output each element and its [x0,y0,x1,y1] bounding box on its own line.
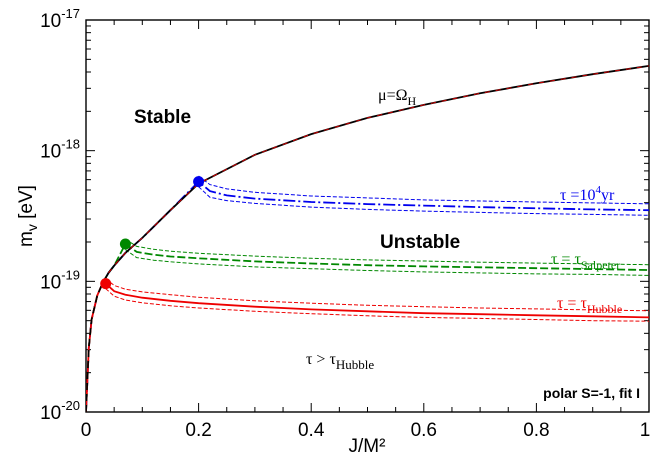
series-band-upper [125,238,649,266]
y-tick-label-base: 10 [40,11,61,32]
series-band-upper [198,175,649,205]
x-tick-labels: 0 0.2 0.4 0.6 0.8 1 [81,420,651,441]
below-hubble-label: τ > τHubble [306,351,374,372]
series-band-lower [125,249,649,276]
below-hubble-label-sub: Hubble [336,357,375,372]
series-label-salpeter-sub: Salpeter [581,258,620,272]
series-label-salpeter-main: τ = τ [551,251,581,268]
series-label-hubble: τ = τHubble [557,295,622,316]
series-label-hubble-main: τ = τ [557,295,587,312]
series-band-upper [105,278,649,312]
x-tick-label: 0.6 [411,420,437,441]
series-band-lower [105,288,649,322]
x-tick-label: 0.8 [523,420,549,441]
y-tick-label-base: 10 [40,403,61,424]
unstable-label: Unstable [380,232,460,253]
fit-label: polar S=-1, fit I [543,385,640,401]
series-label-1e4yr-tail: yr [601,187,615,204]
y-tick-label-base: 10 [40,142,61,163]
boundary-label-sub: H [408,94,417,108]
boundary-label-main: μ=Ω [378,87,408,104]
y-tick-label: 10-19 [40,267,80,293]
y-tick-label-exp: -17 [61,6,80,21]
x-tick-label: 0.4 [298,420,325,441]
x-tick-label: 1 [640,420,651,441]
series-marker [119,238,131,250]
series-label-salpeter: τ = τSalpeter [551,251,620,272]
y-tick-label: 10-20 [40,398,80,424]
series-line [86,242,649,412]
series-marker [100,278,112,290]
series-line [86,281,649,412]
series-label-1e4yr: τ =104yr [560,184,615,204]
series-label-1e4yr-sup: 4 [595,184,601,196]
series-label-hubble-sub: Hubble [587,302,622,316]
y-tick-label-base: 10 [40,272,61,293]
boundary-overlay [102,65,649,283]
y-axis-label-sub: v [24,224,40,231]
x-tick-label: 0 [81,420,92,441]
y-tick-label: 10-17 [40,6,80,32]
series-label-1e4yr-main: τ =10 [560,187,595,204]
x-tick-label: 0.2 [185,420,211,441]
y-tick-label-exp: -20 [61,398,80,413]
y-axis-label: mv [eV] [16,185,40,247]
stable-label: Stable [134,107,191,128]
series-marker [193,176,205,188]
plot-frame [85,19,650,413]
markers [100,176,205,290]
below-hubble-label-main: τ > τ [306,351,336,368]
y-tick-label-exp: -19 [61,267,80,282]
y-tick-label: 10-18 [40,137,80,163]
y-axis-label-main: m [16,231,37,247]
series-band-lower [198,186,649,216]
x-axis-label: J/M² [349,436,386,457]
y-axis-label-unit: [eV] [16,185,37,224]
y-tick-label-exp: -18 [61,137,80,152]
boundary-line-lower [86,282,104,412]
boundary-label: μ=ΩH [378,87,417,108]
